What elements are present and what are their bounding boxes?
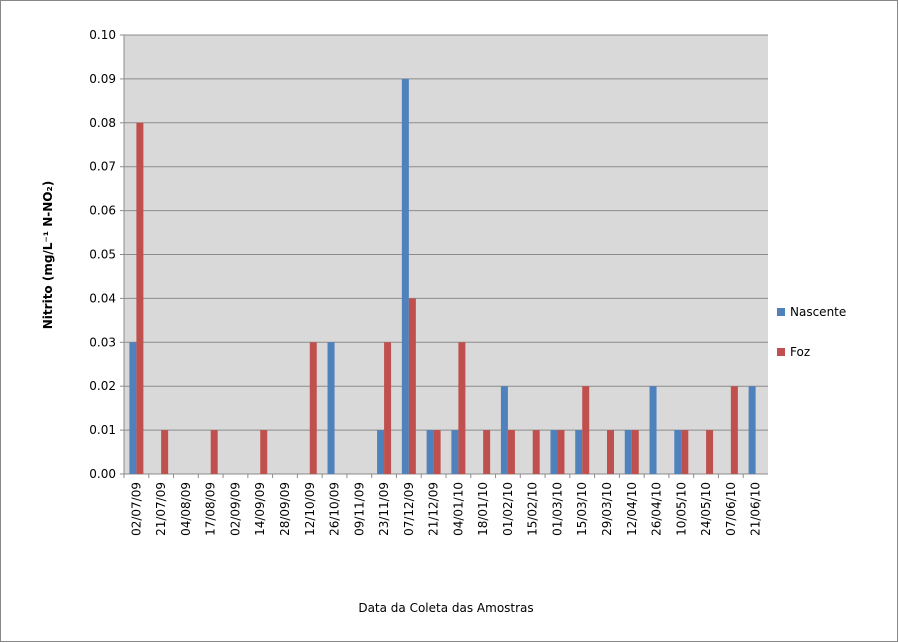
x-tick-label: 12/10/09	[303, 482, 317, 536]
y-tick-label: 0.06	[89, 204, 116, 218]
x-tick-label: 07/12/09	[402, 482, 416, 536]
x-tick-label: 23/11/09	[377, 482, 391, 536]
y-tick-label: 0.04	[89, 291, 116, 305]
x-tick-label: 12/04/10	[625, 482, 639, 536]
x-tick-label: 24/05/10	[699, 482, 713, 536]
bar	[532, 430, 540, 474]
x-tick-label: 02/07/09	[129, 482, 143, 536]
x-tick-label: 15/03/10	[575, 482, 589, 536]
y-tick-label: 0.00	[89, 467, 116, 481]
y-tick-label: 0.03	[89, 335, 116, 349]
x-tick-label: 21/06/10	[749, 482, 763, 536]
bar	[575, 430, 583, 474]
bar	[649, 386, 657, 474]
y-tick-label: 0.09	[89, 72, 116, 86]
x-tick-label: 02/09/09	[228, 482, 242, 536]
bar	[426, 430, 434, 474]
x-tick-label: 14/09/09	[253, 482, 267, 536]
bar	[210, 430, 218, 474]
bar	[748, 386, 756, 474]
legend-swatch	[777, 348, 785, 356]
y-tick-label: 0.01	[89, 423, 116, 437]
x-tick-label: 04/08/09	[179, 482, 193, 536]
y-tick-label: 0.07	[89, 160, 116, 174]
bar	[500, 386, 508, 474]
bar	[451, 430, 459, 474]
x-tick-label: 01/03/10	[550, 482, 564, 536]
x-axis-title: Data da Coleta das Amostras	[358, 601, 533, 615]
y-tick-label: 0.08	[89, 116, 116, 130]
bar	[129, 342, 137, 474]
bar	[309, 342, 317, 474]
bar	[582, 386, 590, 474]
bar	[458, 342, 466, 474]
bar	[557, 430, 565, 474]
bar	[327, 342, 335, 474]
y-tick-label: 0.10	[89, 28, 116, 42]
bar	[260, 430, 268, 474]
y-axis-title: Nitrito (mg/L⁻¹ N-NO₂)	[41, 181, 55, 329]
y-tick-label: 0.05	[89, 248, 116, 262]
bar	[624, 430, 632, 474]
bar	[384, 342, 392, 474]
bar	[674, 430, 682, 474]
x-tick-label: 21/12/09	[427, 482, 441, 536]
bar	[377, 430, 385, 474]
bar	[483, 430, 491, 474]
x-tick-label: 26/04/10	[650, 482, 664, 536]
legend-label: Foz	[790, 345, 810, 359]
bar	[161, 430, 169, 474]
x-tick-label: 29/03/10	[600, 482, 614, 536]
x-tick-label: 15/02/10	[526, 482, 540, 536]
x-tick-label: 10/05/10	[674, 482, 688, 536]
x-tick-label: 26/10/09	[328, 482, 342, 536]
x-tick-label: 17/08/09	[204, 482, 218, 536]
legend-label: Nascente	[790, 305, 846, 319]
x-tick-label: 21/07/09	[154, 482, 168, 536]
x-tick-label: 01/02/10	[501, 482, 515, 536]
bar	[433, 430, 441, 474]
bar	[706, 430, 714, 474]
legend-swatch	[777, 308, 785, 316]
bar	[136, 122, 144, 475]
x-tick-label: 18/01/10	[476, 482, 490, 536]
bar	[408, 298, 416, 474]
x-tick-label: 07/06/10	[724, 482, 738, 536]
bar	[507, 430, 515, 474]
bar	[681, 430, 689, 474]
x-tick-label: 04/01/10	[451, 482, 465, 536]
bar	[401, 78, 409, 475]
y-tick-label: 0.02	[89, 379, 116, 393]
bar	[730, 386, 738, 474]
bar	[550, 430, 558, 474]
x-tick-label: 09/11/09	[352, 482, 366, 536]
bar	[607, 430, 614, 474]
bar	[631, 430, 639, 474]
x-tick-label: 28/09/09	[278, 482, 292, 536]
